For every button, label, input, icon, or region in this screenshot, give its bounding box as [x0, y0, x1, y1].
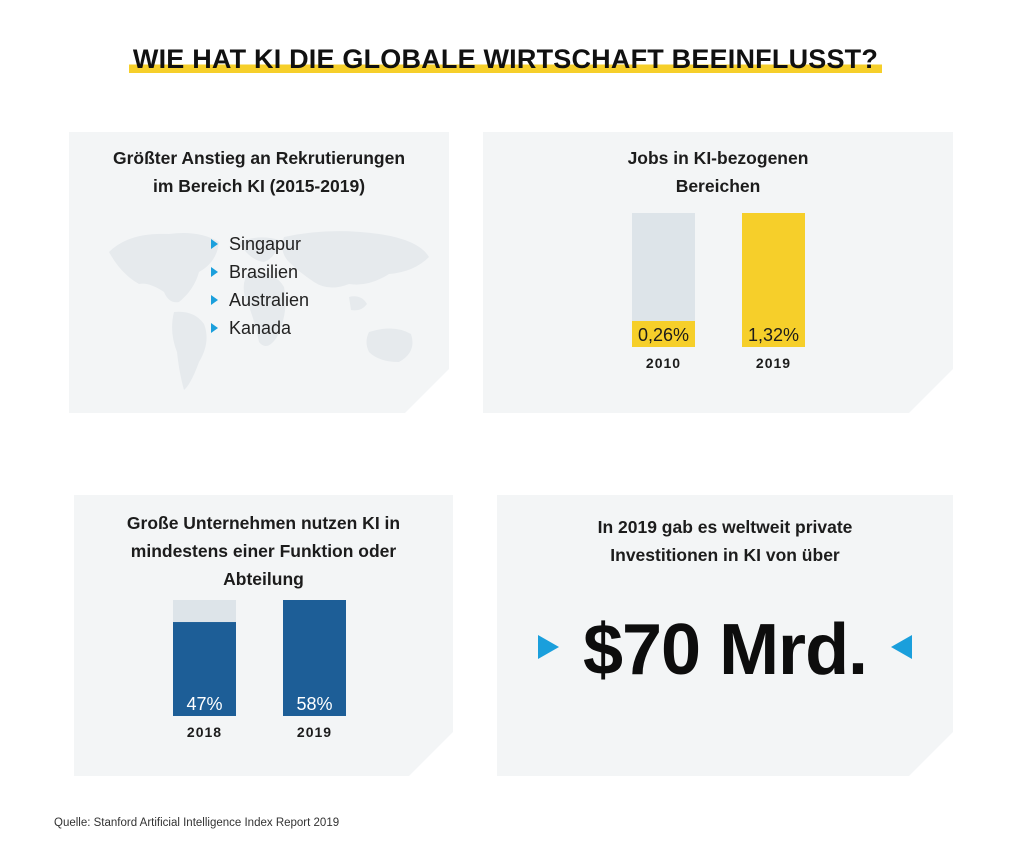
jobs-title-line2: Bereichen — [675, 176, 761, 196]
companies-bar-chart: 47% 2018 58% 2019 — [173, 600, 346, 740]
panel-corner-cut — [909, 369, 953, 413]
tick-label: 2018 — [187, 724, 222, 740]
arrow-right-pointing-icon — [538, 635, 559, 659]
country-name: Brasilien — [229, 262, 299, 282]
bar-2019 — [283, 600, 346, 716]
country-name: Singapur — [229, 234, 302, 254]
panel-corner-cut — [409, 732, 453, 776]
companies-title-line3: Abteilung — [223, 569, 304, 589]
list-item: Kanada — [205, 314, 309, 342]
investment-amount: $70 Mrd. — [582, 610, 868, 690]
arrow-bullet-icon — [211, 267, 218, 277]
country-name: Kanada — [229, 318, 292, 338]
companies-title: Große Unternehmen nutzen KI in mindesten… — [74, 509, 453, 593]
arrow-bullet-icon — [211, 323, 218, 333]
investment-title-line2: Investitionen in KI von über — [610, 545, 840, 565]
main-title-text: WIE HAT KI DIE GLOBALE WIRTSCHAFT BEEINF… — [128, 44, 883, 77]
list-item: Singapur — [205, 230, 309, 258]
panel-investment: In 2019 gab es weltweit private Investit… — [497, 495, 953, 776]
country-name: Australien — [229, 290, 310, 310]
list-item: Brasilien — [205, 258, 309, 286]
country-list: Singapur Brasilien Australien Kanada — [205, 230, 309, 342]
bar-2018 — [173, 622, 236, 716]
investment-title-line1: In 2019 gab es weltweit private — [597, 517, 853, 537]
bar-value-label: 58% — [296, 694, 332, 714]
panel-recruiting: Größter Anstieg an Rekrutierungen im Ber… — [69, 132, 449, 413]
jobs-title: Jobs in KI-bezogenen Bereichen — [483, 144, 953, 200]
jobs-title-line1: Jobs in KI-bezogenen — [627, 148, 809, 168]
tick-label: 2019 — [756, 355, 791, 371]
recruiting-title-line1: Größter Anstieg an Rekrutierungen — [112, 148, 406, 168]
bar-value-box-2010 — [632, 321, 695, 347]
main-title: WIE HAT KI DIE GLOBALE WIRTSCHAFT BEEINF… — [0, 44, 1011, 77]
recruiting-title: Größter Anstieg an Rekrutierungen im Ber… — [69, 144, 449, 200]
bar-value-label: 0,26% — [638, 325, 689, 345]
bar-value-box-2019 — [742, 321, 805, 347]
world-map-icon — [109, 231, 429, 390]
list-item: Australien — [205, 286, 309, 314]
panel-jobs: Jobs in KI-bezogenen Bereichen 0,26% 2010… — [483, 132, 953, 413]
jobs-bar-chart: 0,26% 2010 1,32% 2019 — [632, 213, 805, 371]
arrow-bullet-icon — [211, 239, 218, 249]
companies-title-line2: mindestens einer Funktion oder — [130, 541, 397, 561]
arrow-bullet-icon — [211, 295, 218, 305]
tick-label: 2010 — [646, 355, 681, 371]
panel-companies: Große Unternehmen nutzen KI in mindesten… — [74, 495, 453, 776]
tick-label: 2019 — [297, 724, 332, 740]
source-note: Quelle: Stanford Artificial Intelligence… — [54, 817, 340, 829]
panel-corner-cut — [405, 369, 449, 413]
arrow-left-pointing-icon — [891, 635, 912, 659]
investment-title: In 2019 gab es weltweit private Investit… — [497, 513, 953, 569]
bar-value-label: 47% — [186, 694, 222, 714]
recruiting-title-line2: im Bereich KI (2015-2019) — [152, 176, 366, 196]
bar-value-label: 1,32% — [748, 325, 799, 345]
companies-title-line1: Große Unternehmen nutzen KI in — [126, 513, 401, 533]
panel-corner-cut — [909, 732, 953, 776]
